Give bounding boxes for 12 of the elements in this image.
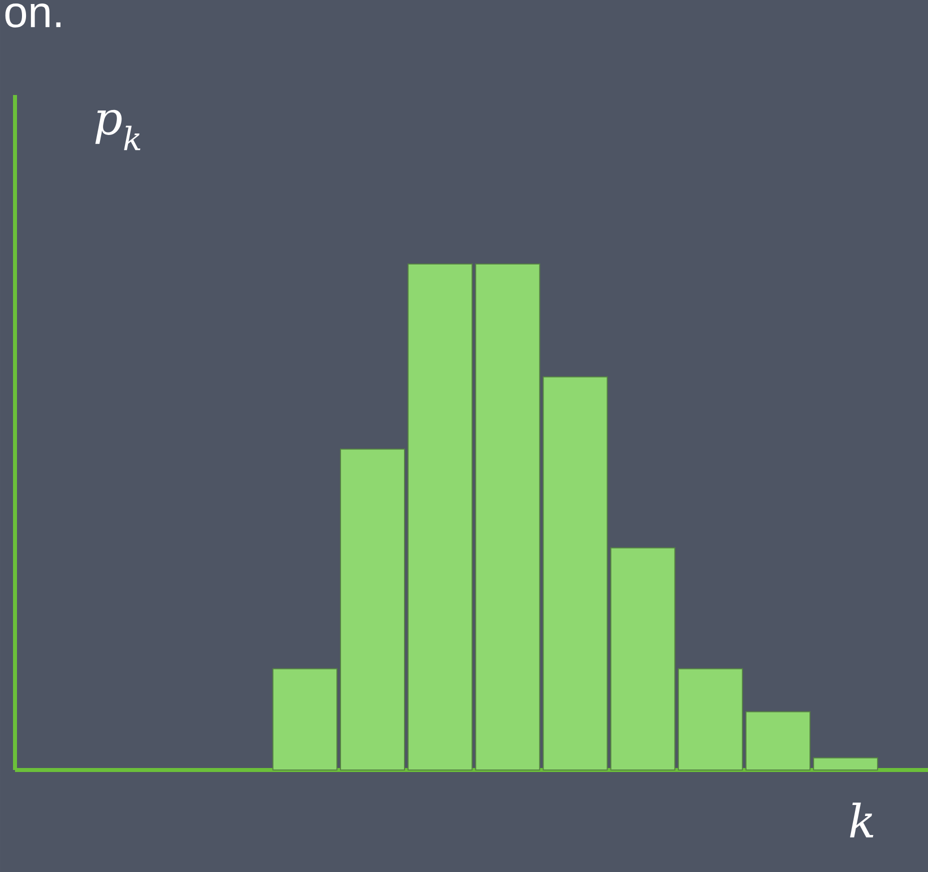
bar (542, 376, 608, 770)
y-axis-title: p$_{k}$ (95, 110, 140, 150)
bar (475, 263, 540, 770)
bar (813, 757, 878, 770)
bar (610, 547, 676, 770)
bar (340, 448, 406, 770)
bar (745, 711, 810, 770)
bar (272, 668, 338, 770)
text: on. (5, 4, 60, 28)
bar (678, 668, 743, 770)
x-axis-title: k (850, 802, 874, 838)
bar (408, 263, 473, 770)
